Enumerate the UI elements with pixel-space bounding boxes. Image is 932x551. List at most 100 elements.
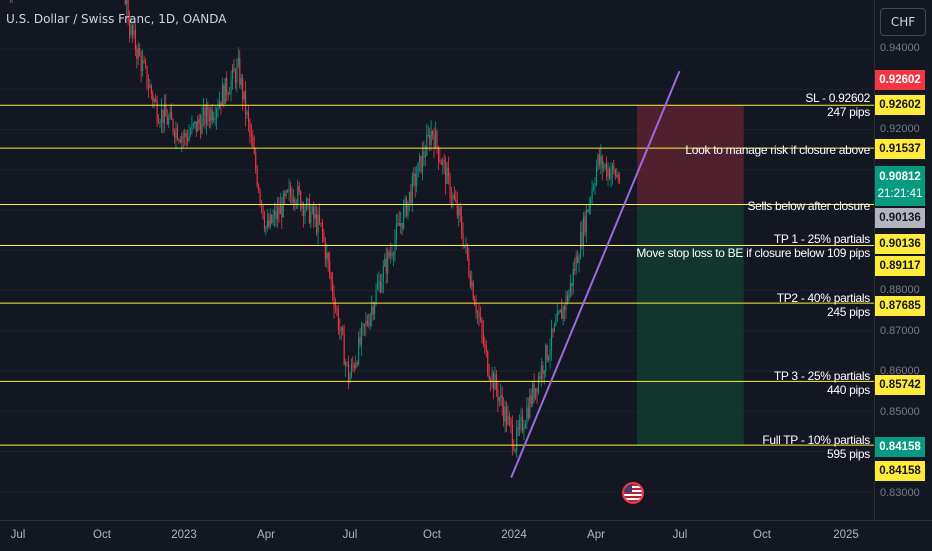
price-tick: 0.85000 — [880, 406, 920, 418]
candle-body — [529, 395, 531, 418]
candle-body — [187, 137, 189, 141]
candle-body — [420, 156, 422, 172]
candle-body — [255, 153, 257, 170]
candle-body — [462, 233, 464, 247]
candle-body — [184, 133, 186, 137]
candle-body — [501, 395, 503, 407]
candle-body — [134, 29, 136, 50]
candle-body — [158, 121, 160, 123]
candle-body — [207, 106, 209, 117]
candle-body — [479, 317, 482, 320]
candle-body — [436, 131, 438, 147]
candle-body — [285, 190, 287, 197]
candle-body — [443, 160, 445, 163]
candle-body — [142, 60, 144, 72]
candle-body — [265, 226, 267, 229]
candle-body — [298, 186, 300, 192]
price-tick: 0.94000 — [880, 42, 920, 54]
candle-body — [324, 240, 326, 259]
candle-body — [435, 131, 437, 148]
candle-body — [320, 222, 322, 224]
candle-body — [468, 257, 470, 276]
candle-body — [611, 165, 613, 174]
candle-body — [136, 49, 138, 59]
candle-body — [569, 282, 571, 293]
current-price: 0.90812 — [879, 171, 921, 183]
risk-level-tag: 0.91537 — [875, 139, 925, 159]
candle-body — [245, 90, 247, 115]
candle-body — [574, 269, 576, 271]
candle-body — [397, 222, 399, 225]
candle-body — [147, 85, 149, 88]
candle-body — [259, 191, 261, 202]
candle-body — [439, 159, 441, 162]
current-price-tag: 0.90812 21:21:41 — [875, 166, 925, 206]
candle-body — [218, 101, 221, 108]
time-axis[interactable]: Jul Oct 2023 Apr Jul Oct 2024 Apr Jul Oc… — [0, 520, 932, 551]
candle-body — [129, 21, 131, 36]
entry-label: Sells below after closure — [747, 199, 870, 213]
candle-body — [330, 273, 332, 281]
currency-button[interactable]: CHF — [880, 8, 926, 36]
candle-body — [172, 119, 174, 132]
chart-area[interactable]: U.S. Dollar / Swiss Franc, 1D, OANDA — [0, 0, 874, 520]
candle-body — [423, 151, 425, 158]
candle-body — [371, 306, 373, 315]
risk-label: Look to manage risk if closure above — [685, 143, 870, 157]
candle-body — [609, 168, 611, 179]
candle-body — [395, 224, 397, 240]
candle-body — [485, 345, 487, 352]
time-tick: Jul — [10, 529, 26, 541]
candle-body — [247, 112, 250, 122]
candle-body — [619, 179, 621, 181]
candle-body — [610, 173, 612, 179]
candle-body — [461, 215, 463, 234]
candle-body — [137, 48, 139, 59]
candle-body — [266, 220, 268, 227]
candle-body — [374, 303, 376, 315]
candle-body — [595, 167, 598, 184]
candle-body — [237, 57, 239, 66]
candle-body — [590, 199, 592, 204]
price-chart[interactable] — [0, 0, 874, 520]
candle-body — [343, 334, 345, 366]
price-tick: 0.86000 — [880, 365, 920, 377]
candle-body — [204, 107, 206, 125]
candle-body — [348, 363, 350, 383]
candle-body — [274, 211, 276, 217]
candle-body — [269, 214, 271, 227]
candle-body — [465, 244, 467, 246]
candle-body — [349, 375, 351, 383]
candle-body — [616, 174, 618, 177]
candle-body — [536, 388, 538, 393]
take-profit-zone — [636, 204, 744, 446]
candle-body — [365, 320, 367, 326]
candle-body — [249, 121, 251, 134]
candle-body — [475, 305, 477, 313]
trendline — [510, 70, 681, 479]
candle-body — [562, 306, 564, 320]
us-flag-event-icon[interactable] — [622, 482, 644, 504]
candle-body — [558, 312, 560, 314]
candle-body — [591, 189, 593, 200]
candle-body — [253, 147, 255, 154]
candle-body — [368, 324, 370, 326]
candle-body — [323, 232, 325, 241]
candle-body — [471, 281, 473, 287]
time-tick: Oct — [753, 529, 771, 541]
candle-body — [421, 151, 424, 172]
candle-body — [210, 109, 212, 122]
candle-body — [401, 223, 403, 229]
candle-body — [262, 205, 264, 218]
candle-body — [194, 121, 196, 124]
candle-body — [442, 160, 444, 165]
candle-body — [546, 345, 548, 361]
candle-body — [437, 146, 439, 160]
candle-body — [316, 214, 318, 233]
candle-body — [372, 306, 374, 315]
candle-body — [539, 376, 541, 379]
candle-body — [353, 365, 355, 369]
candle-body — [159, 122, 161, 124]
candle-body — [411, 176, 413, 204]
candle-body — [339, 329, 341, 331]
